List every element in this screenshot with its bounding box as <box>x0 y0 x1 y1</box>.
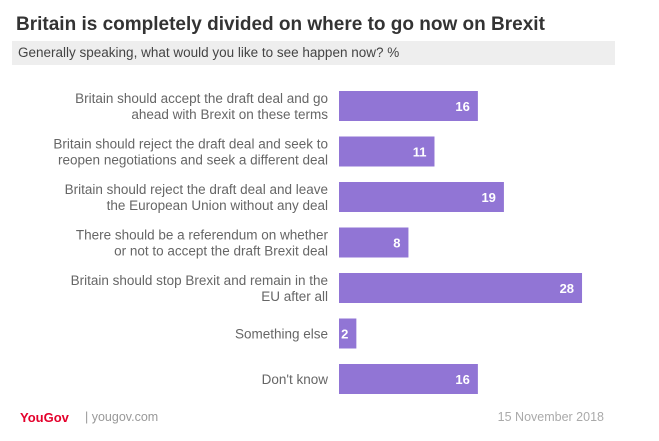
bar-1 <box>339 136 435 167</box>
category-label-6-0: Don't know <box>262 372 329 387</box>
footer-date: 15 November 2018 <box>497 410 604 424</box>
bar-6 <box>339 364 478 394</box>
value-label-4: 28 <box>560 281 574 296</box>
value-label-5: 2 <box>341 327 348 342</box>
category-label-1-1: reopen negotiations and seek a different… <box>58 153 328 168</box>
value-label-3: 8 <box>393 236 400 251</box>
bar-5 <box>339 318 357 349</box>
value-label-2: 19 <box>481 190 495 205</box>
category-label-4-1: EU after all <box>261 289 328 304</box>
value-label-1: 11 <box>413 145 427 160</box>
bar-2 <box>339 182 504 212</box>
category-label-1-0: Britain should reject the draft deal and… <box>53 137 328 152</box>
category-label-3-1: or not to accept the draft Brexit deal <box>114 244 328 259</box>
chart-subtitle: Generally speaking, what would you like … <box>18 45 400 60</box>
yougov-logo: YouGov <box>20 410 69 425</box>
category-label-0-1: ahead with Brexit on these terms <box>131 107 328 122</box>
footer-site: | yougov.com <box>85 410 159 424</box>
category-label-0-0: Britain should accept the draft deal and… <box>75 91 328 106</box>
category-label-5-0: Something else <box>235 327 328 342</box>
bar-0 <box>339 91 478 121</box>
value-label-0: 16 <box>455 99 469 114</box>
category-label-2-0: Britain should reject the draft deal and… <box>65 182 328 197</box>
value-label-6: 16 <box>455 372 469 387</box>
category-label-3-0: There should be a referendum on whether <box>76 228 329 243</box>
bar-4 <box>339 273 583 303</box>
category-label-4-0: Britain should stop Brexit and remain in… <box>71 273 328 288</box>
category-label-2-1: the European Union without any deal <box>107 198 328 213</box>
chart-title: Britain is completely divided on where t… <box>16 14 545 35</box>
bar-3 <box>339 227 409 258</box>
subtitle-band: Generally speaking, what would you like … <box>12 41 615 65</box>
